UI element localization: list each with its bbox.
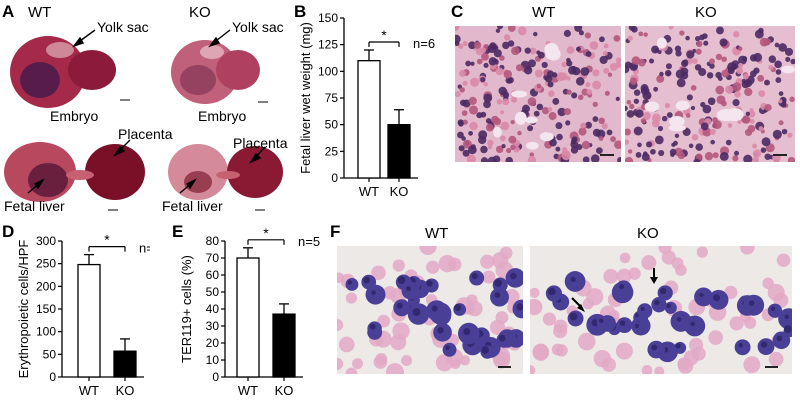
chart-b-y-tick-label: 0: [331, 171, 338, 185]
chart-d-y-tick-label: 50: [43, 347, 57, 361]
ko-blood-smear-image: [530, 246, 792, 374]
chart-e-y-tick-label: 60: [206, 268, 220, 282]
yolk-sac-label-ko: Yolk sac: [232, 19, 284, 35]
panel-f-ko-label: KO: [637, 225, 659, 242]
panel-c-wt-label: WT: [532, 4, 556, 21]
wt-blood-smear-image: [337, 246, 523, 374]
chart-e-y-tick-label: 30: [206, 319, 220, 333]
chart-d-y-tick-label: 150: [36, 302, 56, 316]
chart-b-y-tick-label: 75: [325, 91, 339, 105]
chart-b-y-tick-label: 150: [318, 11, 338, 25]
panel-a-wt-label: WT: [28, 4, 52, 21]
placenta-label-ko: Placenta: [233, 135, 288, 151]
panel-a-scale-bars: [108, 99, 268, 211]
panel-c-ko-label: KO: [695, 4, 717, 21]
ko-placenta-image: [168, 144, 283, 200]
wt-histology-image: [455, 26, 621, 162]
ko-smear-arrowhead: [577, 304, 585, 312]
chart-d-y-label: Erythropoietic cells/HPF: [16, 240, 31, 379]
chart-e-y-tick-label: 0: [212, 370, 219, 384]
chart-e-y-tick-label: 80: [206, 234, 220, 248]
chart-e-y-tick-label: 20: [206, 336, 220, 350]
chart-b-x-tick-label: WT: [359, 184, 379, 199]
chart-e-y-tick-label: 70: [206, 251, 220, 265]
chart-e-bar-wt: [236, 257, 260, 378]
chart-d-significance: *: [104, 232, 110, 248]
chart-b-bar-wt: [357, 60, 381, 179]
chart-e-y-label: TER119+ cells (%): [179, 255, 194, 363]
placenta-label-wt: Placenta: [118, 126, 173, 142]
panel-d-letter: D: [2, 222, 15, 241]
chart-b-x-tick-label: KO: [390, 184, 409, 199]
fetal-liver-label-wt: Fetal liver: [4, 198, 65, 214]
chart-e-x-tick-label: WT: [238, 383, 258, 398]
chart-b-y-tick-label: 100: [318, 64, 338, 78]
chart-d: 0 50 100 150 200 250 300 Erythropoietic cells/H…: [16, 232, 150, 398]
chart-e: 0 10 20 30 40 50 60 70 80 TER119+ cells (%) WT KO * n…: [179, 225, 320, 398]
chart-e-n-label: n=5: [298, 234, 320, 249]
ko-smear-arrowhead: [650, 277, 658, 284]
chart-b-bar-ko: [387, 124, 411, 179]
panel-b-letter: B: [294, 2, 307, 21]
chart-b-y-label: Fetal liver wet weight (mg): [298, 22, 313, 174]
chart-b-y-tick-label: 50: [325, 118, 339, 132]
ko-embryo-image: [171, 40, 260, 104]
panel-a-ko-label: KO: [189, 4, 211, 21]
chart-e-significance: *: [263, 225, 269, 241]
chart-d-x-tick-label: KO: [116, 383, 135, 398]
panel-f-letter: F: [330, 222, 341, 241]
embryo-label-wt: Embryo: [50, 108, 99, 124]
embryo-label-ko: Embryo: [198, 108, 247, 124]
chart-d-y-tick-label: 250: [36, 257, 56, 271]
chart-b-n-label: n=6: [413, 36, 435, 51]
chart-b-y-tick-label: 125: [318, 38, 338, 52]
chart-d-x-tick-label: WT: [79, 383, 99, 398]
chart-d-n-label: n=5: [139, 241, 150, 256]
chart-b-significance: *: [381, 27, 387, 43]
fetal-liver-label-ko: Fetal liver: [162, 198, 223, 214]
chart-d-y-tick-label: 300: [36, 234, 56, 248]
chart-d-bar-wt: [77, 263, 101, 378]
chart-e-y-tick-label: 40: [206, 302, 220, 316]
ko-histology-image: [625, 26, 795, 162]
chart-d-bar-ko: [113, 350, 137, 378]
panel-c-ko-scale-bar: [773, 154, 787, 156]
panel-a-embryo-images: [4, 29, 283, 211]
chart-e-y-tick-label: 50: [206, 285, 220, 299]
chart-e-y-tick-label: 10: [206, 353, 220, 367]
chart-d-y-tick-label: 0: [49, 370, 56, 384]
chart-d-y-tick-label: 100: [36, 325, 56, 339]
chart-d-y-tick-label: 200: [36, 279, 56, 293]
panel-e-letter: E: [172, 222, 184, 241]
yolk-sac-label-wt: Yolk sac: [97, 19, 149, 35]
chart-b: 0 25 50 75 100 125 150 Fetal liver wet weight (…: [298, 11, 435, 199]
panel-f-wt-label: WT: [425, 225, 449, 242]
panel-f-wt-scale-bar: [498, 366, 511, 368]
panel-a-letter: A: [2, 2, 15, 21]
wt-embryo-image: [10, 36, 116, 108]
panel-c-letter: C: [451, 2, 464, 21]
panel-c-wt-scale-bar: [600, 154, 614, 156]
chart-e-x-tick-label: KO: [275, 383, 294, 398]
panel-f-ko-scale-bar: [765, 366, 778, 368]
panel-a-arrows: [27, 29, 266, 194]
chart-b-y-tick-label: 25: [325, 144, 339, 158]
chart-e-bar-ko: [272, 313, 296, 378]
